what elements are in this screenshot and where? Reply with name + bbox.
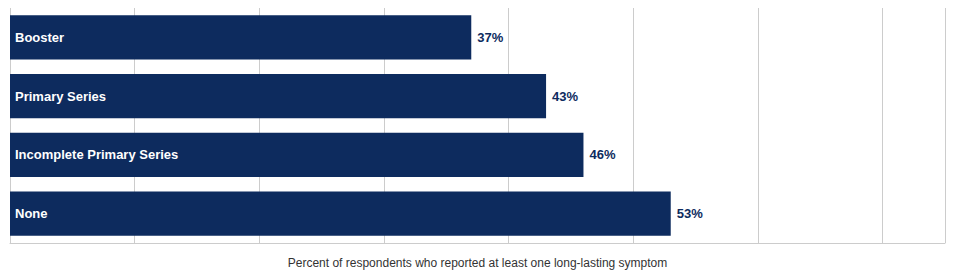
- svg-text:Booster: Booster: [15, 30, 64, 45]
- svg-text:Percent of respondents who rep: Percent of respondents who reported at l…: [288, 256, 668, 270]
- svg-text:43%: 43%: [552, 89, 578, 104]
- svg-text:Primary Series: Primary Series: [15, 89, 106, 104]
- svg-text:None: None: [15, 206, 48, 221]
- svg-text:46%: 46%: [589, 147, 615, 162]
- svg-text:37%: 37%: [477, 30, 503, 45]
- svg-text:53%: 53%: [677, 206, 703, 221]
- svg-text:Incomplete Primary Series: Incomplete Primary Series: [15, 147, 178, 162]
